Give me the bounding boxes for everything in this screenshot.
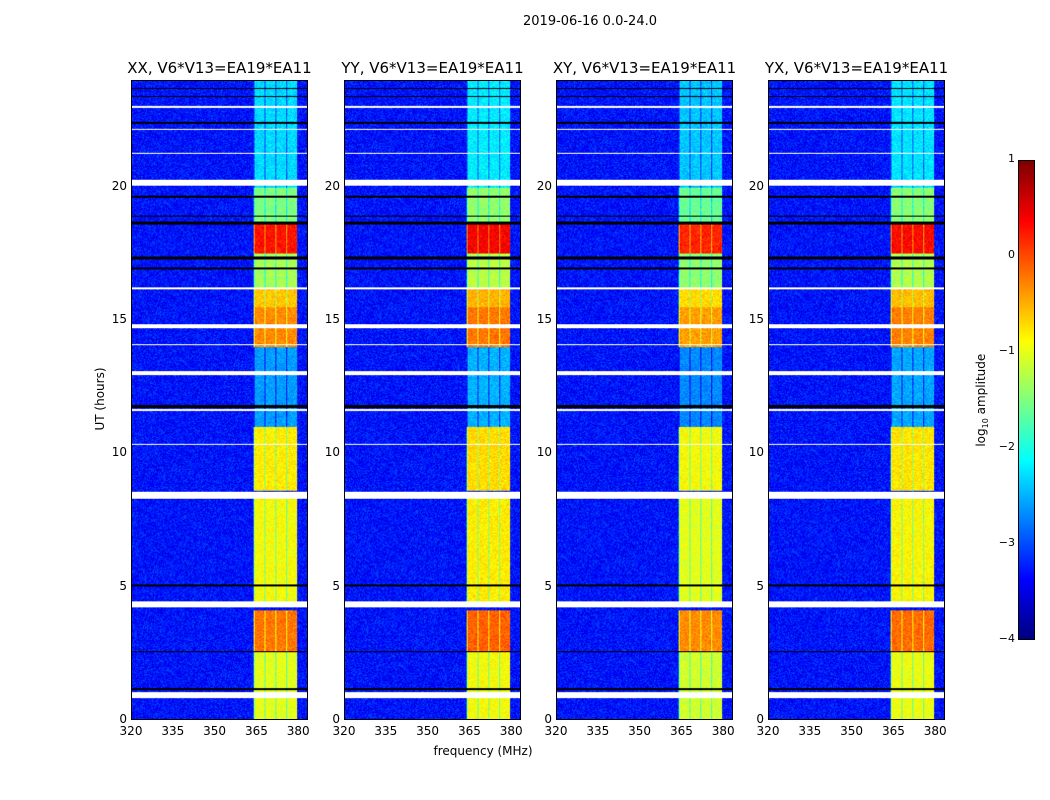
y-tick-label: 15 (748, 312, 764, 326)
y-tick-label: 5 (544, 578, 552, 593)
colorbar-tick-label: −3 (998, 536, 1015, 549)
y-tick-label: 0 (756, 712, 764, 726)
y-tick-label: 20 (536, 178, 552, 193)
colorbar-tick-label: −2 (998, 440, 1015, 453)
heatmap-panel-3 (768, 80, 945, 720)
x-tick-label: 380 (711, 724, 735, 738)
panel-title: XY, V6*V13=EA19*EA11 (552, 59, 737, 77)
y-tick-label: 15 (536, 312, 552, 326)
colorbar-label-suffix: amplitude (973, 353, 988, 419)
x-axis-label: frequency (MHz) (433, 744, 533, 758)
y-axis-label: UT (hours) (93, 367, 107, 431)
y-tick-label: 15 (324, 312, 340, 326)
colorbar-tick-label: 0 (1008, 248, 1015, 261)
y-tick-label: 10 (748, 445, 764, 460)
y-tick-label: 5 (756, 578, 764, 593)
y-tick-label: 10 (111, 445, 127, 460)
x-tick-label: 365 (881, 724, 905, 738)
x-tick-label: 335 (161, 724, 185, 738)
heatmap-panel-2 (556, 80, 733, 720)
y-tick-label: 20 (324, 178, 340, 193)
panel-title: YX, V6*V13=EA19*EA11 (764, 59, 949, 77)
y-tick-label: 5 (332, 578, 340, 593)
x-tick-label: 365 (457, 724, 481, 738)
x-tick-label: 320 (756, 724, 780, 738)
colorbar-label-sub: 10 (981, 418, 991, 429)
y-tick-label: 20 (111, 178, 127, 193)
y-tick-label: 0 (119, 712, 127, 726)
x-tick-label: 380 (499, 724, 523, 738)
x-tick-label: 335 (586, 724, 610, 738)
x-tick-label: 365 (244, 724, 268, 738)
colorbar-tick-label: −1 (998, 344, 1015, 357)
x-tick-label: 350 (416, 724, 440, 738)
y-tick-label: 10 (536, 445, 552, 460)
panel-title: XX, V6*V13=EA19*EA11 (127, 59, 312, 77)
y-tick-label: 0 (544, 712, 552, 726)
y-tick-label: 20 (748, 178, 764, 193)
x-tick-label: 380 (923, 724, 947, 738)
heatmap-panel-1 (344, 80, 521, 720)
y-tick-label: 10 (324, 445, 340, 460)
figure-title: 2019-06-16 0.0-24.0 (523, 14, 657, 29)
x-tick-label: 320 (544, 724, 568, 738)
y-tick-label: 5 (119, 578, 127, 593)
y-tick-label: 15 (111, 312, 127, 326)
x-tick-label: 350 (840, 724, 864, 738)
x-tick-label: 335 (798, 724, 822, 738)
x-tick-label: 380 (286, 724, 310, 738)
x-tick-label: 365 (669, 724, 693, 738)
x-tick-label: 350 (203, 724, 227, 738)
x-tick-label: 320 (119, 724, 143, 738)
colorbar-label: log10 amplitude (974, 350, 990, 450)
x-tick-label: 350 (628, 724, 652, 738)
colorbar-label-log: log (973, 428, 988, 447)
heatmap-panel-0 (131, 80, 308, 720)
x-tick-label: 320 (332, 724, 356, 738)
x-tick-label: 335 (374, 724, 398, 738)
y-tick-label: 0 (332, 712, 340, 726)
colorbar-tick-label: 1 (1008, 152, 1015, 165)
colorbar (1018, 160, 1035, 640)
panel-title: YY, V6*V13=EA19*EA11 (341, 59, 524, 77)
colorbar-tick-label: −4 (998, 632, 1015, 645)
